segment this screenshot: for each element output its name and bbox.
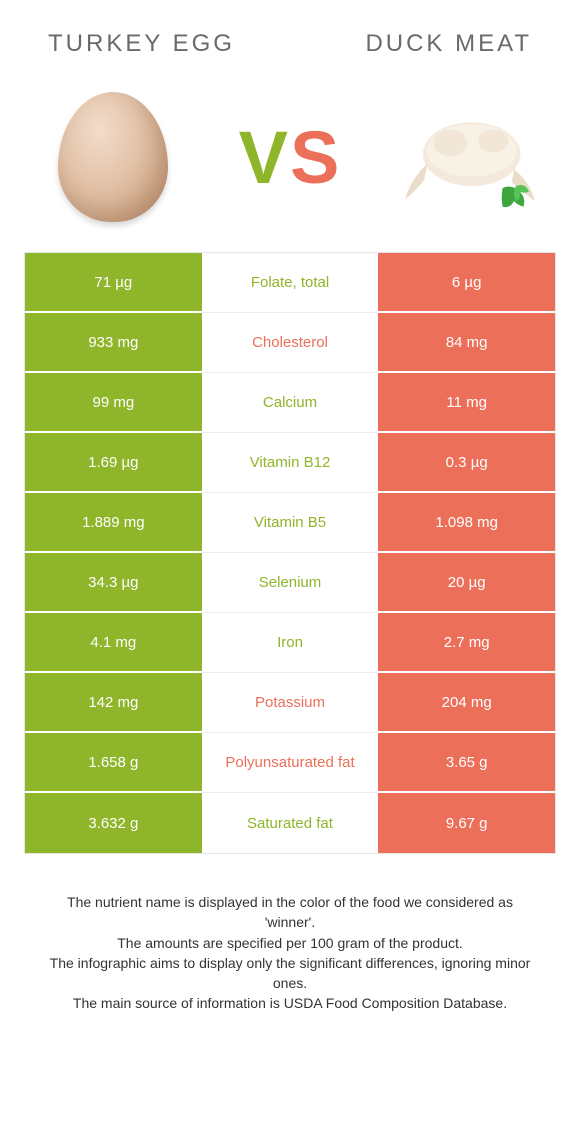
value-left: 4.1 mg bbox=[25, 613, 202, 673]
footer-line: The amounts are specified per 100 gram o… bbox=[42, 933, 538, 953]
value-left: 933 mg bbox=[25, 313, 202, 373]
value-right: 20 µg bbox=[378, 553, 555, 613]
table-row: 34.3 µgSelenium20 µg bbox=[25, 553, 555, 613]
value-right: 9.67 g bbox=[378, 793, 555, 853]
value-left: 3.632 g bbox=[25, 793, 202, 853]
footer-line: The nutrient name is displayed in the co… bbox=[42, 892, 538, 933]
vs-s: S bbox=[290, 116, 341, 199]
title-left: TURKEY EGG bbox=[48, 30, 235, 58]
nutrient-label: Polyunsaturated fat bbox=[202, 733, 379, 793]
value-right: 1.098 mg bbox=[378, 493, 555, 553]
vs-v: V bbox=[239, 116, 290, 199]
value-left: 34.3 µg bbox=[25, 553, 202, 613]
comparison-table: 71 µgFolate, total6 µg933 mgCholesterol8… bbox=[24, 252, 556, 854]
duck-meat-image bbox=[392, 92, 542, 222]
nutrient-label: Selenium bbox=[202, 553, 379, 613]
value-right: 11 mg bbox=[378, 373, 555, 433]
value-right: 84 mg bbox=[378, 313, 555, 373]
value-right: 204 mg bbox=[378, 673, 555, 733]
value-right: 6 µg bbox=[378, 253, 555, 313]
hero-row: VS bbox=[0, 68, 580, 252]
table-row: 99 mgCalcium11 mg bbox=[25, 373, 555, 433]
table-row: 142 mgPotassium204 mg bbox=[25, 673, 555, 733]
value-left: 99 mg bbox=[25, 373, 202, 433]
vs-label: VS bbox=[239, 115, 342, 200]
value-right: 2.7 mg bbox=[378, 613, 555, 673]
value-left: 142 mg bbox=[25, 673, 202, 733]
title-right: DUCK MEAT bbox=[365, 30, 532, 58]
nutrient-label: Potassium bbox=[202, 673, 379, 733]
egg-icon bbox=[58, 92, 168, 222]
table-row: 1.69 µgVitamin B120.3 µg bbox=[25, 433, 555, 493]
table-row: 933 mgCholesterol84 mg bbox=[25, 313, 555, 373]
value-left: 1.658 g bbox=[25, 733, 202, 793]
table-row: 71 µgFolate, total6 µg bbox=[25, 253, 555, 313]
table-row: 1.889 mgVitamin B51.098 mg bbox=[25, 493, 555, 553]
nutrient-label: Saturated fat bbox=[202, 793, 379, 853]
value-left: 71 µg bbox=[25, 253, 202, 313]
titles-row: TURKEY EGG DUCK MEAT bbox=[0, 0, 580, 68]
nutrient-label: Folate, total bbox=[202, 253, 379, 313]
nutrient-label: Calcium bbox=[202, 373, 379, 433]
footer-line: The main source of information is USDA F… bbox=[42, 993, 538, 1013]
table-row: 1.658 gPolyunsaturated fat3.65 g bbox=[25, 733, 555, 793]
value-left: 1.889 mg bbox=[25, 493, 202, 553]
nutrient-label: Iron bbox=[202, 613, 379, 673]
nutrient-label: Cholesterol bbox=[202, 313, 379, 373]
duck-icon bbox=[392, 92, 542, 222]
footer-line: The infographic aims to display only the… bbox=[42, 953, 538, 994]
value-right: 0.3 µg bbox=[378, 433, 555, 493]
footer-notes: The nutrient name is displayed in the co… bbox=[0, 854, 580, 1014]
value-left: 1.69 µg bbox=[25, 433, 202, 493]
nutrient-label: Vitamin B5 bbox=[202, 493, 379, 553]
nutrient-label: Vitamin B12 bbox=[202, 433, 379, 493]
table-row: 3.632 gSaturated fat9.67 g bbox=[25, 793, 555, 853]
value-right: 3.65 g bbox=[378, 733, 555, 793]
table-row: 4.1 mgIron2.7 mg bbox=[25, 613, 555, 673]
turkey-egg-image bbox=[38, 92, 188, 222]
